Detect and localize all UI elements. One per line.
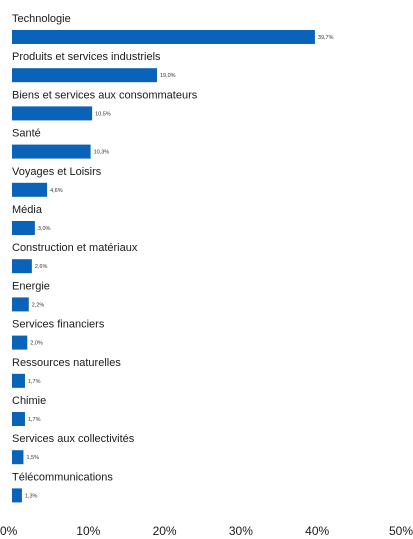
bar (12, 182, 48, 197)
category-label: Services aux collectivités (12, 433, 135, 445)
category-label: Santé (12, 128, 41, 140)
category-label: Energie (12, 280, 50, 292)
category-label: Chimie (12, 395, 46, 407)
value-label: 3,0% (38, 226, 51, 232)
x-tick-label: 20% (153, 524, 177, 538)
x-tick-label: 50% (389, 524, 413, 538)
x-tick-label: 30% (229, 524, 253, 538)
bar (12, 373, 25, 388)
value-label: 1,5% (26, 455, 39, 461)
bar (12, 450, 24, 465)
category-label: Biens et services aux consommateurs (12, 89, 198, 101)
value-label: 10,3% (94, 150, 110, 156)
value-label: 19,0% (160, 73, 176, 79)
bar (12, 221, 35, 235)
bar (12, 106, 93, 121)
bar (12, 30, 315, 44)
category-label: Média (12, 204, 43, 216)
bar (12, 335, 28, 350)
category-label: Services financiers (12, 319, 105, 331)
value-label: 39,7% (318, 35, 334, 41)
value-label: 2,0% (30, 341, 43, 347)
value-label: 1,7% (28, 379, 41, 385)
category-label: Ressources naturelles (12, 357, 121, 369)
value-label: 4,6% (50, 188, 63, 194)
bar (12, 144, 91, 159)
value-label: 10,5% (95, 111, 111, 117)
category-label: Télécommunications (12, 471, 113, 483)
x-tick-label: 0% (0, 524, 18, 538)
value-label: 2,2% (32, 302, 45, 308)
category-label: Produits et services industriels (12, 51, 161, 63)
bar (12, 68, 157, 83)
bar (12, 297, 29, 312)
category-label: Voyages et Loisirs (12, 166, 102, 178)
value-label: 1,3% (25, 493, 38, 499)
category-label: Technologie (12, 13, 71, 25)
bar (12, 412, 25, 426)
bar (12, 259, 32, 274)
x-tick-label: 10% (76, 524, 100, 538)
value-label: 2,6% (35, 264, 48, 270)
value-label: 1,7% (28, 417, 41, 423)
bar (12, 488, 22, 503)
x-tick-label: 40% (305, 524, 329, 538)
category-label: Construction et matériaux (12, 242, 138, 254)
